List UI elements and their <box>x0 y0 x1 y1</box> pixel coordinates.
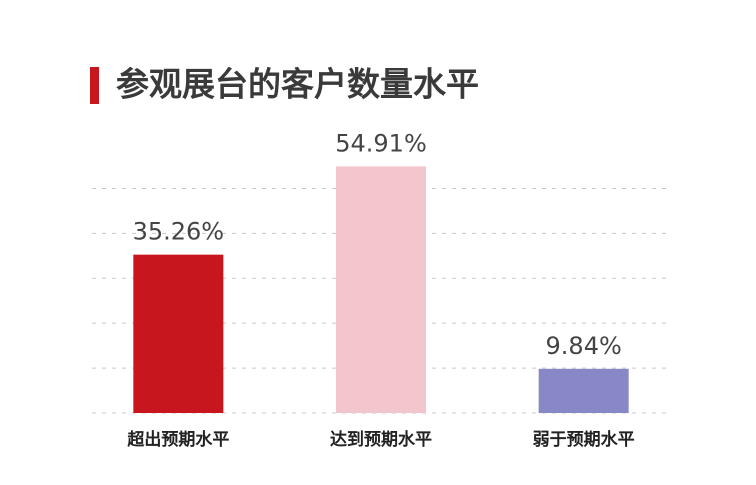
value-label: 9.84% <box>546 332 622 360</box>
bar <box>538 368 629 413</box>
value-label: 35.26% <box>133 218 225 246</box>
x-tick-label: 超出预期水平 <box>127 429 229 450</box>
title-marker <box>90 67 99 104</box>
value-label: 54.91% <box>335 129 427 157</box>
chart-title: 参观展台的客户数量水平 <box>116 65 479 104</box>
bar <box>336 166 426 413</box>
x-tick-label: 达到预期水平 <box>330 429 432 450</box>
bar <box>133 254 224 413</box>
x-tick-label: 弱于预期水平 <box>533 429 635 450</box>
